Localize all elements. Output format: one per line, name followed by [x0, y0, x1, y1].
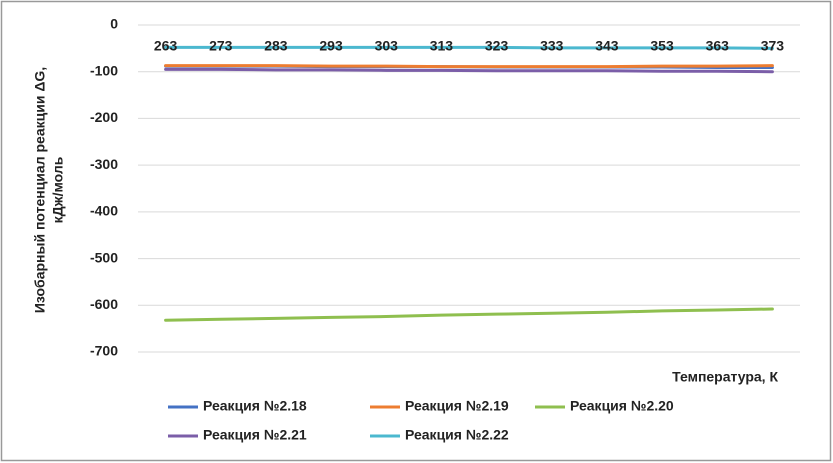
- x-tick-label: 263: [154, 38, 178, 54]
- series-line: [164, 67, 774, 74]
- y-tick-label: -400: [90, 203, 118, 219]
- legend-label: Реакция №2.19: [405, 398, 509, 414]
- x-tick-label: 363: [706, 38, 730, 54]
- series-line: [164, 307, 774, 322]
- y-label-line: кДж/моль: [50, 156, 66, 223]
- y-tick-label: -600: [90, 296, 118, 312]
- x-tick-label: 353: [650, 38, 674, 54]
- x-tick-label: 273: [209, 38, 233, 54]
- legend-label: Реакция №2.21: [203, 427, 307, 443]
- x-tick-label: 293: [319, 38, 343, 54]
- legend-label: Реакция №2.18: [203, 398, 307, 414]
- legend-label: Реакция №2.22: [405, 427, 509, 443]
- y-tick-label: -700: [90, 343, 118, 359]
- y-tick-label: -300: [90, 156, 118, 172]
- x-tick-label: 323: [485, 38, 509, 54]
- y-tick-label: 0: [110, 16, 118, 32]
- y-axis-title: Изобарный потенциал реакции ΔG, кДж/моль: [32, 67, 66, 313]
- series-line: [164, 64, 774, 69]
- y-tick-label: -100: [90, 62, 118, 78]
- y-tick-label: -200: [90, 109, 118, 125]
- x-axis-title: Температура, К: [672, 369, 778, 385]
- y-label-line: Изобарный потенциал реакции ΔG,: [32, 67, 48, 313]
- x-tick-label: 343: [595, 38, 619, 54]
- x-tick-label: 283: [264, 38, 288, 54]
- x-tick-label: 313: [430, 38, 454, 54]
- legend-label: Реакция №2.20: [570, 398, 674, 414]
- series-line: [164, 45, 774, 50]
- x-tick-label: 303: [375, 38, 399, 54]
- x-tick-label: 373: [761, 38, 785, 54]
- x-tick-label: 333: [540, 38, 564, 54]
- y-tick-label: -500: [90, 249, 118, 265]
